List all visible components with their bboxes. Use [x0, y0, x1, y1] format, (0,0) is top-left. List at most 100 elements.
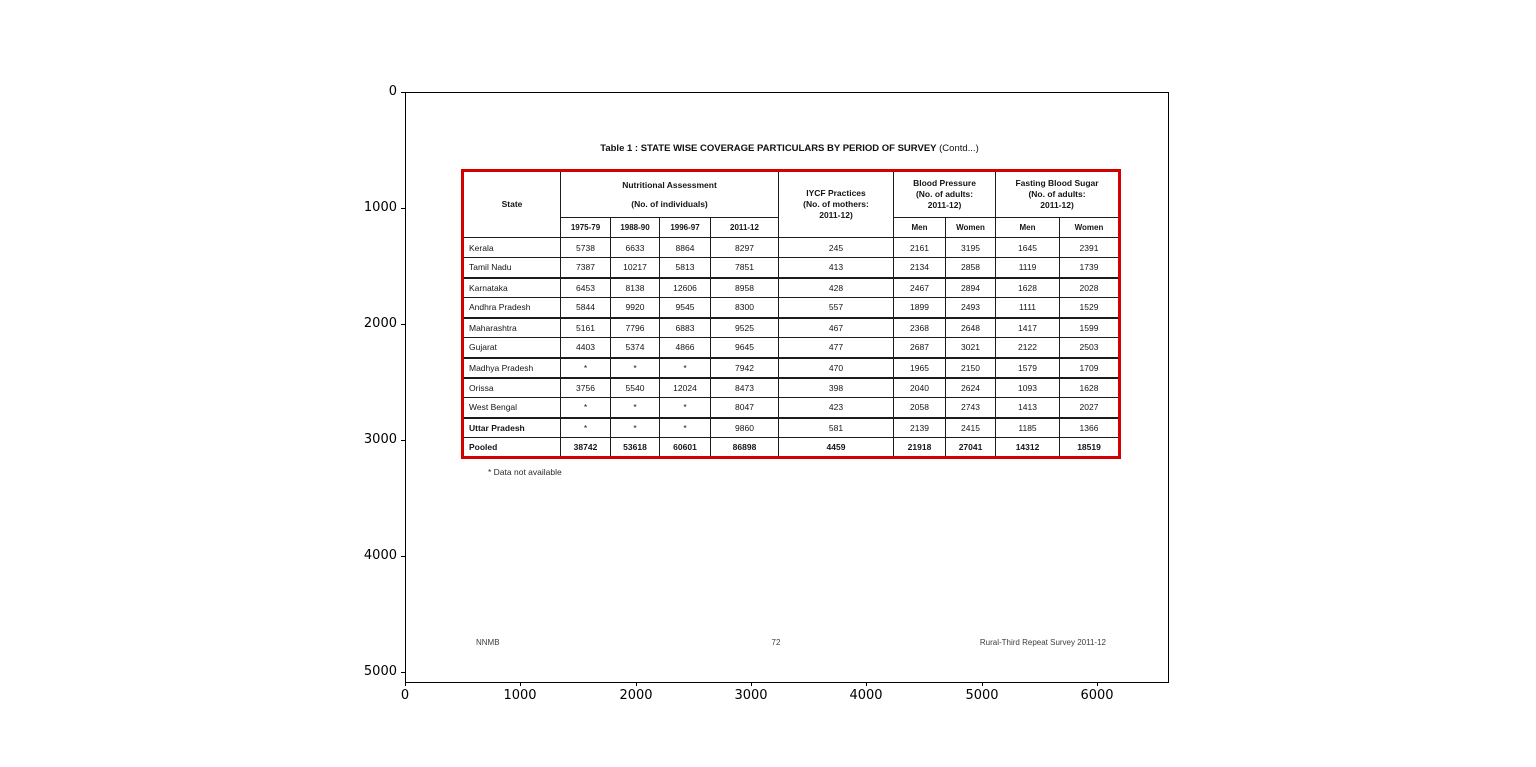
x-tick-mark [750, 682, 752, 686]
value-cell: 8297 [710, 237, 779, 258]
value-cell: * [610, 416, 660, 438]
value-cell: 7796 [610, 316, 660, 338]
value-cell: 2134 [893, 257, 946, 278]
value-cell: 8864 [659, 237, 711, 258]
header-iycf-line2: (No. of mothers: [803, 199, 869, 209]
state-cell: Madhya Pradesh [462, 356, 561, 378]
value-cell: 1185 [995, 416, 1061, 438]
y-tick-mark [401, 671, 405, 673]
value-cell: 5738 [560, 237, 611, 258]
value-cell: 557 [778, 297, 894, 318]
document-title: Table 1 : STATE WISE COVERAGE PARTICULAR… [461, 143, 1118, 155]
value-cell: 2743 [944, 397, 997, 418]
value-cell: 8473 [710, 376, 779, 398]
value-cell: 5813 [659, 257, 711, 278]
header-iycf: IYCF Practices (No. of mothers: 2011-12) [778, 170, 894, 238]
value-cell: 2503 [1059, 337, 1121, 358]
value-cell: 1628 [1059, 376, 1121, 398]
coverage-table: State Nutritional Assessment (No. of ind… [461, 169, 1122, 459]
value-cell: * [659, 397, 711, 418]
x-tick-mark [635, 682, 637, 686]
value-cell: * [659, 416, 711, 438]
value-cell: 470 [778, 356, 894, 378]
value-cell: * [610, 397, 660, 418]
y-tick-mark [401, 323, 405, 325]
value-cell: 12606 [659, 276, 711, 298]
value-cell: 4866 [659, 337, 711, 358]
value-cell: 2894 [944, 276, 997, 298]
table-row: Tamil Nadu 7387 10217 5813 7851 413 2134 2858 11… [462, 257, 1121, 278]
x-tick-label: 3000 [734, 688, 768, 703]
value-cell: 1965 [893, 356, 946, 378]
footer-right: Rural-Third Repeat Survey 2011-12 [979, 638, 1106, 647]
value-cell: 21918 [893, 437, 946, 458]
value-cell: 6883 [659, 316, 711, 338]
value-cell: 2150 [944, 356, 997, 378]
header-bp-line3: 2011-12) [927, 200, 962, 210]
header-fasting-blood-sugar: Fasting Blood Sugar (No. of adults: 2011… [995, 170, 1121, 218]
value-cell: 8138 [610, 276, 660, 298]
value-cell: 2648 [944, 316, 997, 338]
value-cell: 398 [778, 376, 894, 398]
y-tick-label: 3000 [363, 432, 397, 447]
header-fbs-line1: Fasting Blood Sugar [1015, 178, 1099, 188]
value-cell: 477 [778, 337, 894, 358]
x-tick-mark [981, 682, 983, 686]
header-nutritional-line1: Nutritional Assessment [622, 179, 717, 190]
y-tick-mark [401, 207, 405, 209]
table-row: Pooled 38742 53618 60601 86898 4459 21918 27041… [462, 437, 1121, 458]
header-iycf-line1: IYCF Practices [806, 188, 866, 198]
value-cell: 18519 [1059, 437, 1121, 458]
y-tick-mark [401, 555, 405, 557]
x-tick-label: 0 [400, 688, 410, 703]
value-cell: 2122 [995, 337, 1061, 358]
value-cell: 7387 [560, 257, 611, 278]
header-year-1975: 1975-79 [560, 217, 611, 238]
value-cell: 1413 [995, 397, 1061, 418]
value-cell: 1739 [1059, 257, 1121, 278]
table-row: Uttar Pradesh * * * 9860 581 2139 2415 1185 1366 [462, 416, 1121, 438]
y-tick-label: 1000 [363, 200, 397, 215]
value-cell: 428 [778, 276, 894, 298]
value-cell: * [560, 416, 611, 438]
x-tick-label: 6000 [1080, 688, 1114, 703]
x-tick-mark [865, 682, 867, 686]
value-cell: 1111 [995, 297, 1061, 318]
table-row: West Bengal * * * 8047 423 2058 2743 1413 2027 [462, 397, 1121, 418]
table-row: Andhra Pradesh 5844 9920 9545 8300 557 1899 249… [462, 297, 1121, 318]
table-row: Orissa 3756 5540 12024 8473 398 2040 2624 1093 16… [462, 376, 1121, 398]
value-cell: 2040 [893, 376, 946, 398]
value-cell: 5540 [610, 376, 660, 398]
header-bp-line2: (No. of adults: [915, 189, 974, 199]
value-cell: 9545 [659, 297, 711, 318]
value-cell: 38742 [560, 437, 611, 458]
value-cell: 27041 [944, 437, 997, 458]
value-cell: 2415 [944, 416, 997, 438]
x-tick-label: 5000 [965, 688, 999, 703]
value-cell: 6633 [610, 237, 660, 258]
y-tick-label: 5000 [363, 664, 397, 679]
value-cell: 1709 [1059, 356, 1121, 378]
x-tick-label: 1000 [503, 688, 537, 703]
header-iycf-line3: 2011-12) [819, 210, 853, 220]
x-tick-mark [519, 682, 521, 686]
header-fbs-men: Men [995, 217, 1061, 238]
document-title-main: Table 1 : STATE WISE COVERAGE PARTICULAR… [600, 143, 937, 154]
value-cell: 6453 [560, 276, 611, 298]
value-cell: 12024 [659, 376, 711, 398]
value-cell: 467 [778, 316, 894, 338]
value-cell: 8958 [710, 276, 779, 298]
value-cell: 2391 [1059, 237, 1121, 258]
header-year-1996: 1996-97 [659, 217, 711, 238]
y-tick-label: 4000 [363, 548, 397, 563]
header-blood-pressure: Blood Pressure (No. of adults: 2011-12) [892, 170, 997, 218]
y-tick-mark [401, 439, 405, 441]
header-bp-men: Men [893, 217, 946, 238]
value-cell: 5374 [610, 337, 660, 358]
value-cell: 3756 [560, 376, 611, 398]
value-cell: 1645 [995, 237, 1061, 258]
value-cell: 7851 [710, 257, 779, 278]
value-cell: 10217 [610, 257, 660, 278]
value-cell: 2028 [1059, 276, 1121, 298]
header-nutritional-assessment: Nutritional Assessment (No. of individua… [560, 170, 779, 218]
